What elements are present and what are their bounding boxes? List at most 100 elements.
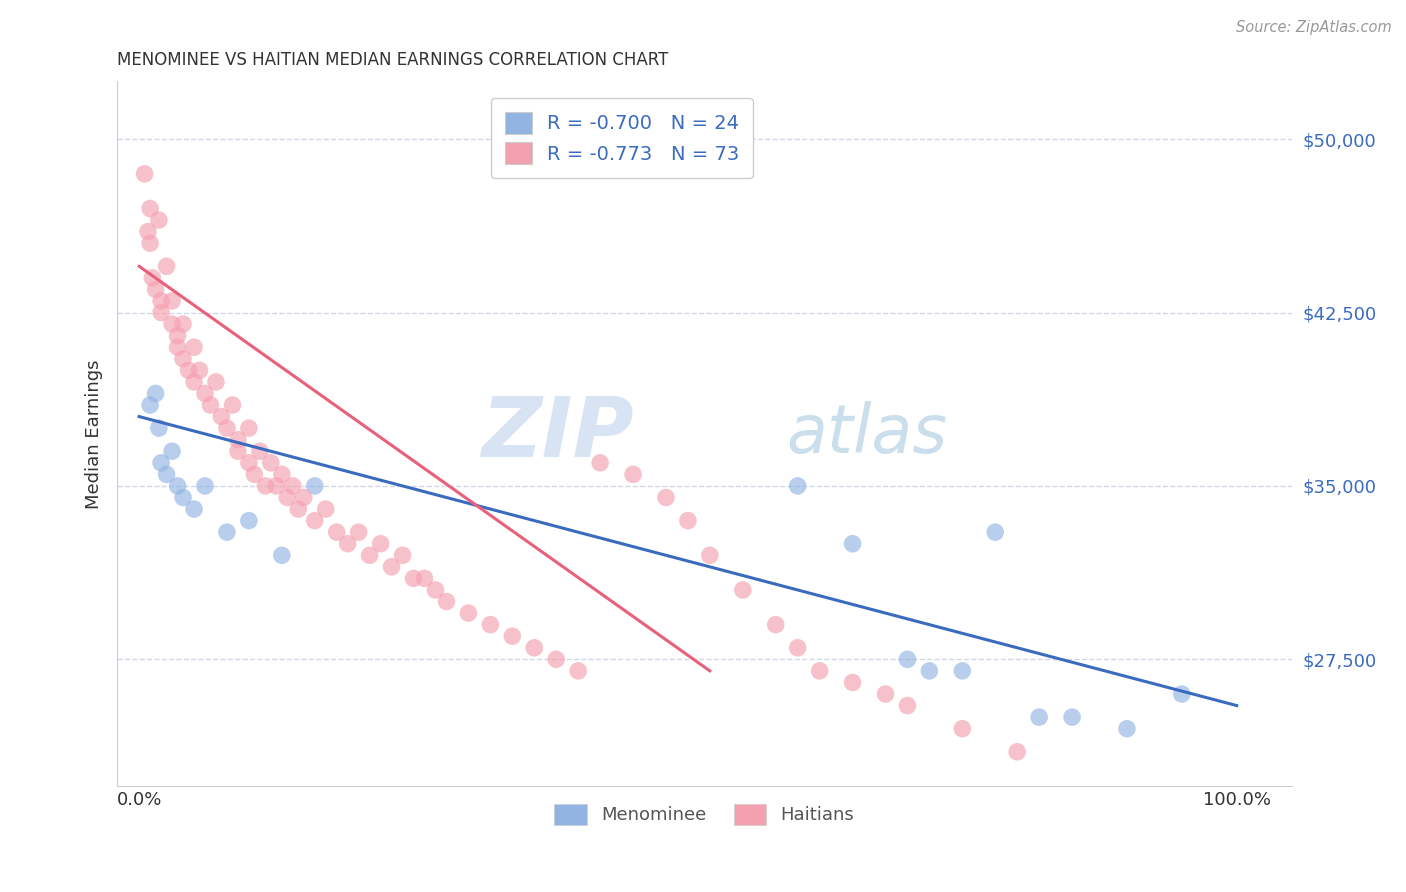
Point xyxy=(479,617,502,632)
Point xyxy=(287,502,309,516)
Point xyxy=(786,479,808,493)
Point xyxy=(325,525,347,540)
Point xyxy=(139,202,162,216)
Point xyxy=(150,293,173,308)
Text: MENOMINEE VS HAITIAN MEDIAN EARNINGS CORRELATION CHART: MENOMINEE VS HAITIAN MEDIAN EARNINGS COR… xyxy=(117,51,669,69)
Point xyxy=(984,525,1007,540)
Point xyxy=(875,687,897,701)
Point xyxy=(336,537,359,551)
Point xyxy=(172,351,194,366)
Point xyxy=(226,444,249,458)
Point xyxy=(183,340,205,354)
Point xyxy=(238,514,260,528)
Point xyxy=(155,260,177,274)
Point xyxy=(141,271,163,285)
Point xyxy=(150,456,173,470)
Point xyxy=(699,549,721,563)
Point xyxy=(841,537,863,551)
Point xyxy=(166,340,188,354)
Point xyxy=(215,525,238,540)
Point xyxy=(950,722,973,736)
Point xyxy=(304,479,326,493)
Y-axis label: Median Earnings: Median Earnings xyxy=(86,359,103,508)
Point xyxy=(292,491,315,505)
Point xyxy=(183,375,205,389)
Point xyxy=(655,491,678,505)
Point xyxy=(281,479,304,493)
Point xyxy=(896,698,918,713)
Point xyxy=(150,305,173,319)
Point xyxy=(1116,722,1139,736)
Point xyxy=(765,617,787,632)
Point xyxy=(200,398,222,412)
Point xyxy=(841,675,863,690)
Point xyxy=(918,664,941,678)
Point xyxy=(238,421,260,435)
Point xyxy=(359,549,381,563)
Point xyxy=(270,467,292,482)
Point xyxy=(172,317,194,331)
Point xyxy=(1171,687,1194,701)
Point xyxy=(381,559,404,574)
Point xyxy=(139,398,162,412)
Point xyxy=(950,664,973,678)
Point xyxy=(896,652,918,666)
Point xyxy=(567,664,589,678)
Point xyxy=(166,328,188,343)
Point xyxy=(260,456,283,470)
Point xyxy=(166,479,188,493)
Point xyxy=(194,479,217,493)
Point xyxy=(523,640,546,655)
Point xyxy=(160,444,183,458)
Point xyxy=(370,537,392,551)
Point xyxy=(221,398,243,412)
Point xyxy=(145,282,167,296)
Point xyxy=(194,386,217,401)
Point xyxy=(425,582,447,597)
Point xyxy=(436,594,458,608)
Point xyxy=(211,409,233,424)
Point xyxy=(215,421,238,435)
Text: Source: ZipAtlas.com: Source: ZipAtlas.com xyxy=(1236,20,1392,35)
Point xyxy=(134,167,156,181)
Point xyxy=(621,467,644,482)
Point xyxy=(347,525,370,540)
Point xyxy=(1028,710,1050,724)
Point xyxy=(148,213,170,227)
Point xyxy=(183,502,205,516)
Point xyxy=(546,652,568,666)
Point xyxy=(177,363,200,377)
Point xyxy=(413,571,436,585)
Point xyxy=(270,549,292,563)
Point xyxy=(172,491,194,505)
Point xyxy=(808,664,831,678)
Point xyxy=(249,444,271,458)
Point xyxy=(243,467,266,482)
Point xyxy=(786,640,808,655)
Point xyxy=(402,571,425,585)
Point xyxy=(160,293,183,308)
Point xyxy=(160,317,183,331)
Point xyxy=(145,386,167,401)
Point xyxy=(457,606,479,620)
Legend: Menominee, Haitians: Menominee, Haitians xyxy=(546,795,863,834)
Point xyxy=(155,467,177,482)
Point xyxy=(238,456,260,470)
Point xyxy=(1005,745,1028,759)
Point xyxy=(391,549,413,563)
Point xyxy=(731,582,754,597)
Point xyxy=(501,629,523,643)
Point xyxy=(589,456,612,470)
Point xyxy=(136,225,159,239)
Point xyxy=(676,514,699,528)
Point xyxy=(148,421,170,435)
Text: atlas: atlas xyxy=(786,401,948,467)
Point xyxy=(188,363,211,377)
Point xyxy=(266,479,288,493)
Point xyxy=(1060,710,1083,724)
Point xyxy=(254,479,277,493)
Point xyxy=(276,491,298,505)
Point xyxy=(315,502,337,516)
Point xyxy=(205,375,228,389)
Point xyxy=(304,514,326,528)
